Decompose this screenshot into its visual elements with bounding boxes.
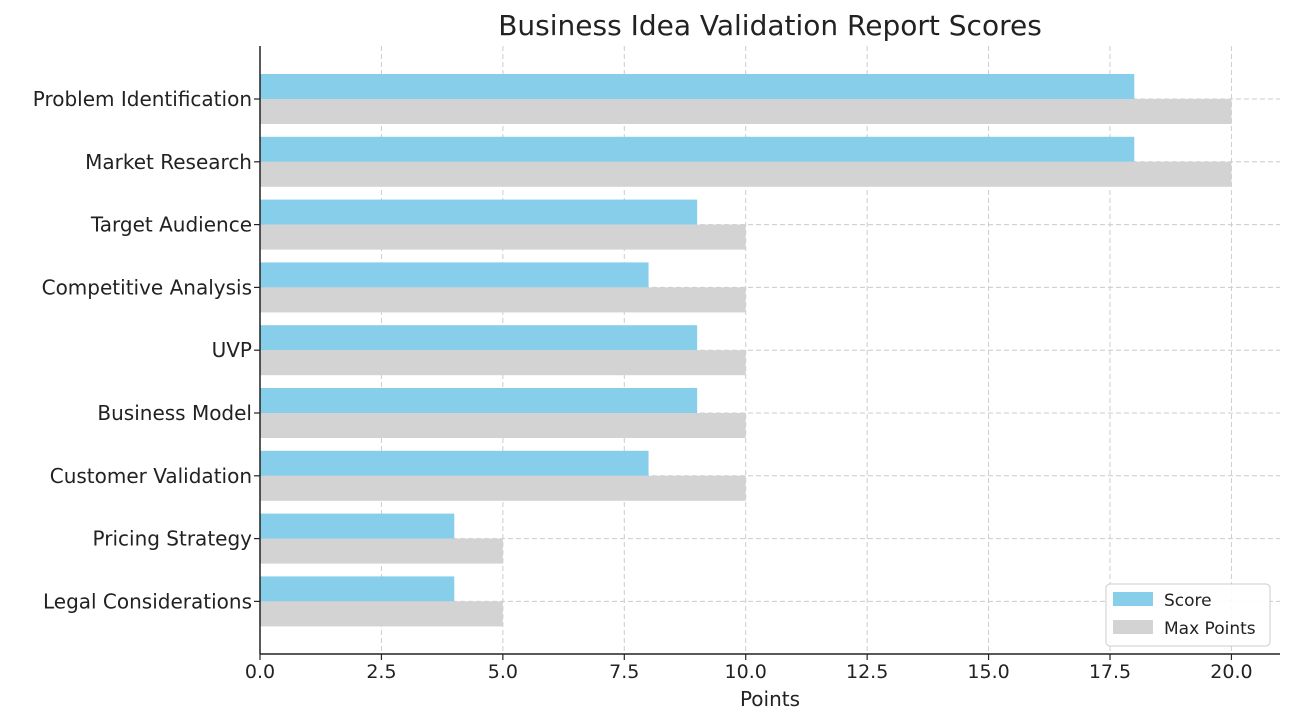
x-tick-label: 5.0: [488, 661, 518, 683]
max-points-bar: [260, 287, 746, 313]
x-tick-label: 7.5: [609, 661, 639, 683]
y-tick-label: Problem Identification: [33, 87, 252, 111]
max-points-bar: [260, 601, 503, 627]
x-tick-label: 15.0: [967, 661, 1009, 683]
score-bar: [260, 74, 1135, 99]
x-tick-label: 17.5: [1089, 661, 1131, 683]
score-bar: [260, 513, 455, 539]
max-points-bar: [260, 538, 503, 564]
legend: Score Max Points: [1105, 583, 1271, 647]
legend-swatch: [1113, 592, 1153, 606]
x-axis-tick-labels: 0.0 2.5 5.0 7.5 10.0 12.5 15.0 17.5 20.0: [245, 661, 1253, 683]
score-bar: [260, 262, 649, 288]
x-tick-label: 12.5: [846, 661, 888, 683]
y-tick-label: UVP: [212, 338, 252, 362]
score-bar: [260, 325, 698, 351]
max-points-bar: [260, 161, 1232, 187]
y-tick-label: Business Model: [97, 401, 252, 425]
max-points-bar: [260, 99, 1232, 124]
legend-label: Score: [1164, 591, 1212, 611]
score-bar: [260, 136, 1135, 162]
axes: [254, 46, 1280, 660]
x-tick-label: 2.5: [366, 661, 396, 683]
x-axis-label: Points: [740, 687, 800, 711]
score-bar: [260, 199, 698, 225]
legend-swatch: [1113, 620, 1153, 634]
legend-label: Max Points: [1164, 619, 1256, 639]
max-points-bar: [260, 350, 746, 376]
y-tick-label: Target Audience: [90, 213, 252, 237]
score-bar: [260, 576, 455, 602]
y-tick-label: Pricing Strategy: [93, 527, 253, 551]
x-tick-label: 0.0: [245, 661, 275, 683]
max-points-bar: [260, 413, 746, 438]
y-tick-label: Customer Validation: [50, 464, 252, 488]
max-points-bar: [260, 475, 746, 501]
score-bar: [260, 388, 698, 413]
max-points-bar: [260, 224, 746, 250]
bars: [260, 74, 1232, 627]
score-bar: [260, 450, 649, 476]
chart-title: Business Idea Validation Report Scores: [498, 9, 1042, 42]
x-tick-label: 10.0: [725, 661, 767, 683]
y-tick-label: Competitive Analysis: [42, 275, 252, 299]
y-axis-tick-labels: Problem Identification Market Research Tar…: [33, 87, 252, 613]
y-tick-label: Legal Considerations: [43, 589, 252, 613]
x-tick-label: 20.0: [1210, 661, 1252, 683]
y-tick-label: Market Research: [85, 150, 252, 174]
